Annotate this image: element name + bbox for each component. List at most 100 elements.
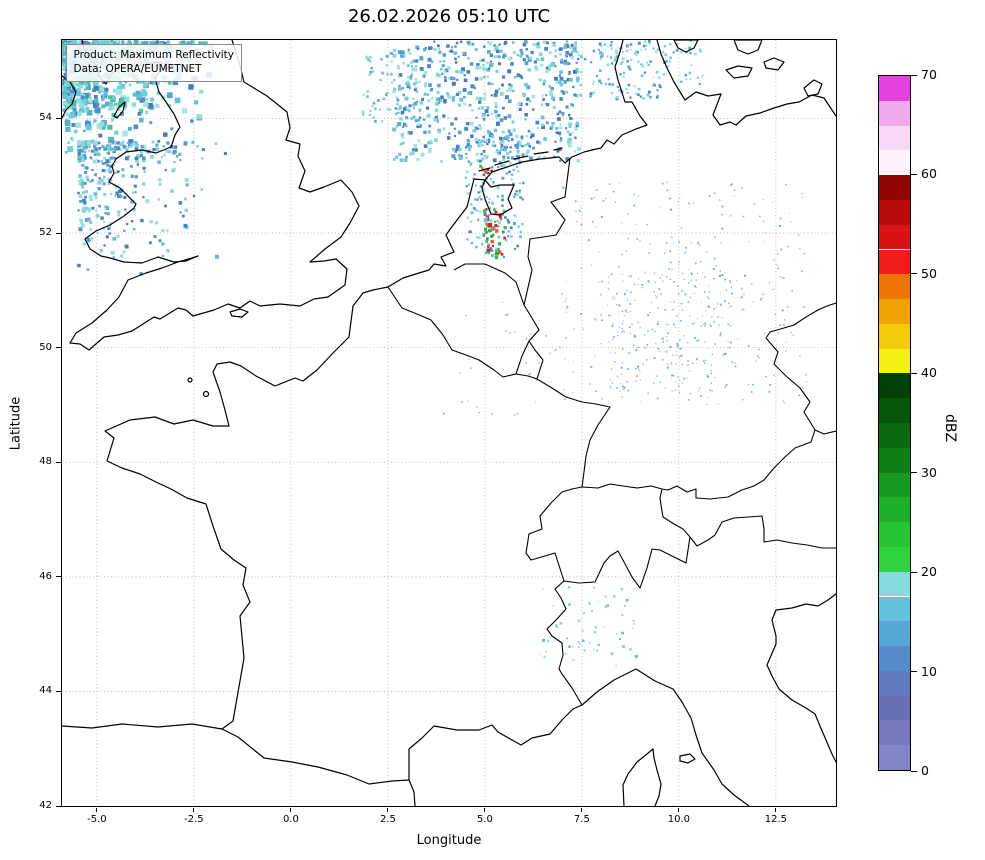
radar-echo <box>677 384 680 387</box>
radar-echo <box>67 127 71 131</box>
radar-echo <box>83 195 87 198</box>
radar-echo <box>657 347 659 350</box>
radar-echo <box>480 113 485 117</box>
y-tick-mark <box>56 576 61 578</box>
radar-echo <box>141 181 145 185</box>
radar-echo <box>492 157 497 162</box>
radar-echo <box>401 61 405 64</box>
radar-echo <box>119 111 124 116</box>
radar-echo <box>428 139 433 143</box>
radar-echo <box>100 96 104 101</box>
radar-echo <box>516 142 519 146</box>
radar-echo <box>427 124 431 127</box>
radar-echo <box>469 220 472 223</box>
coastline-channel-island-2 <box>202 390 209 397</box>
radar-echo <box>62 54 67 58</box>
radar-echo <box>555 148 559 153</box>
radar-echo <box>82 145 86 149</box>
colorbar-tick-mark <box>911 173 917 175</box>
radar-echo <box>423 143 427 148</box>
radar-echo <box>696 317 698 319</box>
radar-echo <box>97 180 101 185</box>
radar-echo <box>705 403 707 405</box>
radar-echo <box>411 103 414 107</box>
radar-echo <box>508 150 511 153</box>
radar-echo <box>674 326 676 328</box>
radar-echo <box>620 613 624 616</box>
colorbar-band <box>879 249 910 275</box>
radar-echo <box>107 224 110 228</box>
radar-echo <box>442 68 445 71</box>
radar-echo <box>595 188 597 191</box>
coastlines-layer <box>61 39 836 806</box>
radar-echo <box>78 226 82 231</box>
radar-echo <box>617 314 619 316</box>
radar-echo <box>699 260 701 262</box>
radar-echo <box>545 66 548 69</box>
radar-echo <box>64 118 69 123</box>
radar-echo <box>727 302 729 304</box>
radar-echo <box>541 97 545 101</box>
radar-echo <box>465 121 469 125</box>
radar-echo <box>499 164 503 167</box>
radar-echo <box>668 42 671 45</box>
radar-echo <box>480 158 483 161</box>
radar-echo <box>365 94 369 98</box>
radar-echo <box>612 594 615 598</box>
radar-echo <box>116 140 120 145</box>
radar-echo <box>670 376 672 378</box>
radar-echo <box>87 207 91 211</box>
radar-echo <box>697 389 699 392</box>
radar-echo <box>97 133 102 137</box>
radar-echo <box>505 89 508 92</box>
radar-echo <box>594 625 597 629</box>
x-tick-mark <box>290 807 292 812</box>
radar-echo <box>529 332 531 334</box>
radar-echo <box>647 90 651 94</box>
radar-echo <box>510 177 513 180</box>
radar-echo <box>392 157 395 161</box>
radar-echo <box>162 144 165 148</box>
radar-echo <box>470 42 474 46</box>
radar-echo <box>111 113 115 116</box>
radar-echo <box>688 369 690 372</box>
radar-echo <box>621 253 623 255</box>
radar-echo <box>166 91 173 98</box>
radar-echo <box>571 658 574 661</box>
radar-echo <box>430 59 434 63</box>
radar-echo <box>671 354 673 356</box>
radar-echo <box>138 108 143 113</box>
radar-echo <box>469 61 473 66</box>
radar-echo <box>565 105 568 108</box>
radar-echo <box>706 347 708 349</box>
y-tick-label: 44 <box>39 685 52 697</box>
radar-echo <box>597 600 599 603</box>
data-source-label: Data: OPERA/EUMETNET <box>73 63 202 76</box>
radar-echo <box>151 140 154 143</box>
radar-echo <box>77 151 81 155</box>
radar-echo <box>435 97 439 101</box>
radar-echo <box>593 630 596 633</box>
radar-echo <box>76 149 81 153</box>
radar-echo <box>575 220 578 223</box>
radar-echo <box>590 264 592 266</box>
radar-echo <box>726 339 729 342</box>
radar-echo <box>592 648 595 651</box>
radar-echo <box>107 136 114 143</box>
radar-echo <box>690 241 692 243</box>
radar-echo <box>189 83 192 87</box>
radar-echo <box>487 140 490 143</box>
radar-echo <box>682 377 685 379</box>
radar-echo <box>629 58 632 61</box>
radar-echo <box>519 230 522 233</box>
radar-echo <box>614 56 617 59</box>
radar-echo <box>460 400 463 403</box>
radar-echo <box>465 170 468 173</box>
radar-echo <box>501 155 505 159</box>
radar-echo <box>655 295 657 298</box>
radar-echo <box>483 212 487 216</box>
radar-echo <box>84 189 88 193</box>
radar-echo <box>156 139 160 143</box>
radar-echo <box>116 213 120 216</box>
radar-echo <box>406 83 410 88</box>
